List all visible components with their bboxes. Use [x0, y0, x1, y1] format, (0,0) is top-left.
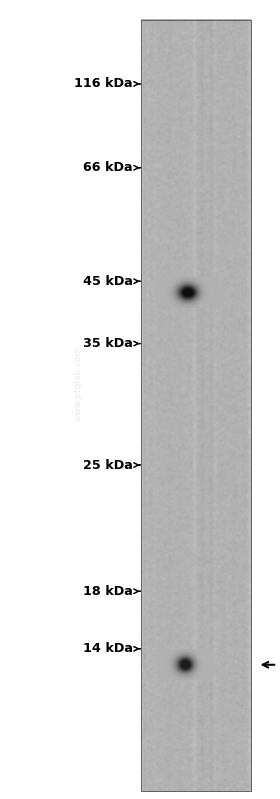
Bar — [141, 20, 251, 791]
Text: 18 kDa: 18 kDa — [83, 585, 133, 598]
Text: 116 kDa: 116 kDa — [74, 78, 133, 90]
Text: 25 kDa: 25 kDa — [83, 459, 133, 471]
Text: 66 kDa: 66 kDa — [83, 161, 133, 174]
Text: 14 kDa: 14 kDa — [83, 642, 133, 655]
Text: 45 kDa: 45 kDa — [83, 275, 133, 288]
Text: 35 kDa: 35 kDa — [83, 337, 133, 350]
Text: www.ptglab.com: www.ptglab.com — [74, 346, 83, 421]
